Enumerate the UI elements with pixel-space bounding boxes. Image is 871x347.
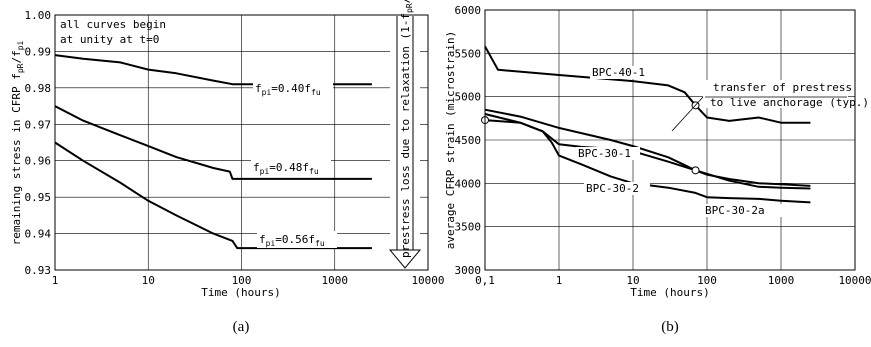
chart-b-x-tick: 1 bbox=[556, 274, 563, 287]
relaxation-arrow-label: prestress loss due to relaxation (1-fpR/… bbox=[399, 0, 414, 258]
chart-a-frame bbox=[54, 14, 429, 271]
chart-panel-b: 0,1 1 10 100 1000 10000 3000 3500 4000 4500 5000 55… bbox=[444, 4, 871, 335]
annotation-bg bbox=[703, 80, 848, 108]
chart-b-series-2-line bbox=[484, 119, 811, 190]
label-bg-bpc-40-1 bbox=[590, 66, 656, 79]
series-label-bpc-40-1: BPC-40-1 bbox=[592, 66, 645, 79]
chart-a-x-tick: 10000 bbox=[411, 274, 444, 287]
relaxation-arrow bbox=[388, 16, 422, 269]
chart-b-markers bbox=[481, 101, 700, 175]
chart-b-panel-label: (b) bbox=[661, 319, 679, 335]
annotation-leader bbox=[671, 96, 704, 132]
chart-a-x-axis-label: Time (hours) bbox=[201, 286, 280, 299]
chart-b-x-tick: 100 bbox=[697, 274, 717, 287]
chart-a-grid bbox=[54, 14, 429, 271]
chart-a-y-axis-label: remaining stress in CFRP fpR/fpi bbox=[10, 40, 25, 245]
series-label-bpc-30-1: BPC-30-1 bbox=[578, 147, 631, 160]
chart-b-y-tick: 5000 bbox=[455, 91, 482, 104]
chart-a-y-tick: 0.95 bbox=[25, 191, 52, 204]
label-bg-bpc-30-2a bbox=[703, 204, 785, 217]
annotation-line1: transfer of prestress bbox=[713, 81, 852, 94]
chart-a-panel-label: (a) bbox=[233, 319, 250, 335]
chart-a-series-label-2: fpi=0.56ffu bbox=[259, 233, 325, 248]
chart-b-x-tick: 10000 bbox=[838, 274, 871, 287]
chart-b-series-0-line bbox=[484, 45, 811, 124]
chart-b-marker-2 bbox=[691, 166, 700, 175]
chart-a-note-bg bbox=[57, 17, 145, 48]
chart-a-series-1-line bbox=[54, 105, 372, 180]
chart-a-series-labels: fpi=0.40ffu fpi=0.48ffu fpi=0.56ffu bbox=[251, 80, 337, 248]
chart-b-y-tick: 3500 bbox=[455, 221, 482, 234]
label-bg-bpc-30-1 bbox=[576, 147, 640, 160]
chart-a-series-label-1: fpi=0.48ffu bbox=[253, 161, 319, 176]
chart-b-y-tick: 4500 bbox=[455, 134, 482, 147]
chart-b-y-tick: 3000 bbox=[455, 264, 482, 277]
label-bg-bpc-30-2 bbox=[584, 182, 650, 195]
chart-b-frame bbox=[484, 9, 856, 271]
chart-a-series-label-bg-2 bbox=[257, 231, 337, 248]
chart-a-y-tick: 0.93 bbox=[25, 264, 52, 277]
chart-a-y-tick: 1.00 bbox=[25, 9, 52, 22]
chart-b-grid bbox=[484, 9, 856, 271]
chart-b-y-tick: 6000 bbox=[455, 4, 482, 17]
chart-a-y-tick: 0.97 bbox=[25, 118, 52, 131]
chart-a-series-label-bg-1 bbox=[251, 159, 331, 176]
chart-a-series-0-line bbox=[54, 54, 372, 86]
chart-b-y-tick: 4000 bbox=[455, 177, 482, 190]
chart-a-y-tick: 0.98 bbox=[25, 82, 52, 95]
chart-b-y-tick: 5500 bbox=[455, 47, 482, 60]
chart-a-y-tick: 0.94 bbox=[25, 228, 52, 241]
chart-b-y-axis-label: average CFRP strain (microstrain) bbox=[444, 31, 457, 250]
chart-a-note-line2: at unity at t=0 bbox=[60, 33, 159, 46]
chart-b-x-tick: 10 bbox=[626, 274, 639, 287]
series-label-bpc-30-2: BPC-30-2 bbox=[586, 182, 639, 195]
annotation-line2: to live anchorage (typ.) bbox=[710, 96, 869, 109]
chart-a-y-tick: 0.96 bbox=[25, 155, 52, 168]
chart-a-x-tick: 1 bbox=[52, 274, 59, 287]
chart-b-x-tick: 0,1 bbox=[475, 274, 495, 287]
chart-b-x-tick: 1000 bbox=[768, 274, 795, 287]
chart-panel-a: fpi=0.40ffu fpi=0.48ffu fpi=0.56ffu 1 10 100… bbox=[10, 0, 445, 335]
series-label-bpc-30-2a: BPC-30-2a bbox=[705, 204, 765, 217]
chart-a-series-label-bg-0 bbox=[253, 80, 333, 97]
chart-a-note-line1: all curves begin bbox=[60, 18, 166, 31]
chart-b-x-axis-label: Time (hours) bbox=[630, 286, 709, 299]
chart-a-y-tick: 0.99 bbox=[25, 45, 52, 58]
chart-a-x-tick: 100 bbox=[232, 274, 252, 287]
chart-a-x-tick: 10 bbox=[142, 274, 155, 287]
chart-a-tick-labels: 1 10 100 1000 10000 0.93 0.94 0.95 0.96 0.97 0.98 0… bbox=[25, 9, 445, 287]
chart-b-series-1-line bbox=[484, 108, 811, 187]
chart-b-tick-labels: 0,1 1 10 100 1000 10000 3000 3500 4000 4500 5000 55… bbox=[455, 4, 871, 287]
chart-a-series-label-0: fpi=0.40ffu bbox=[255, 82, 321, 97]
chart-a-x-tick: 1000 bbox=[322, 274, 349, 287]
chart-a-series-2-line bbox=[54, 141, 372, 250]
